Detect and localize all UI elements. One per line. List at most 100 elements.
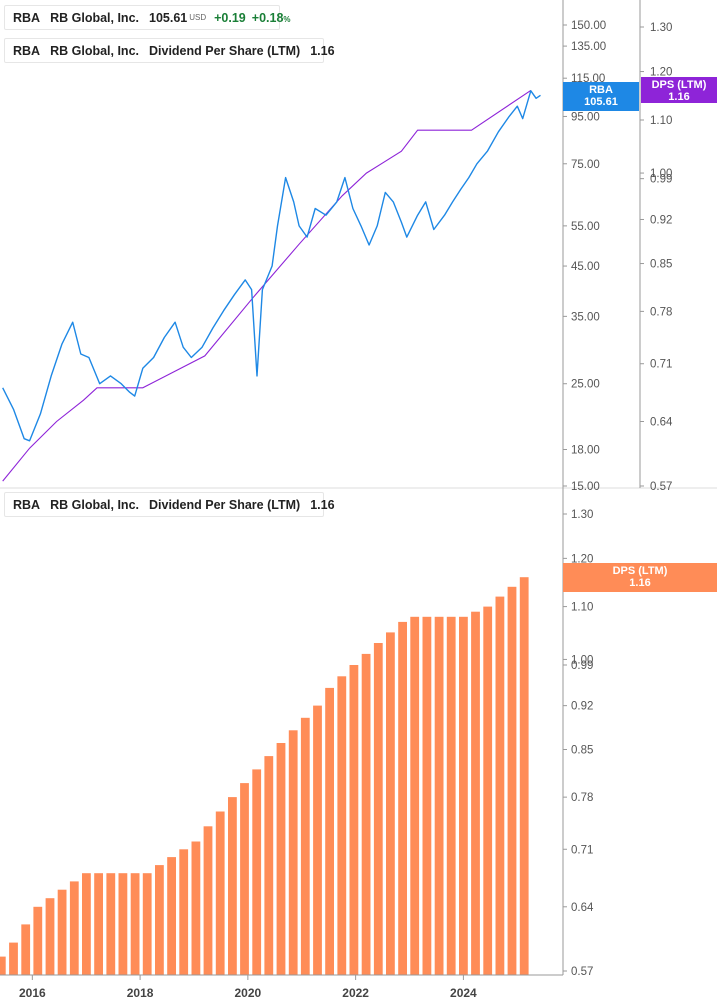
dps-tick-label: 1.20 (650, 67, 672, 79)
dps-bar (155, 865, 164, 975)
change-pct-symbol: % (283, 14, 291, 24)
x-tick-label: 2020 (235, 986, 262, 1000)
dps-bar (57, 889, 67, 975)
dps-legend-metric: Dividend Per Share (LTM) (149, 43, 301, 58)
price-legend[interactable]: RBA RB Global, Inc. 105.61 USD +0.19 +0.… (4, 5, 291, 30)
dps-tick-label: 0.92 (650, 214, 672, 226)
dps-legend[interactable]: RBA RB Global, Inc. Dividend Per Share (… (4, 38, 335, 63)
dps-bar (21, 924, 31, 975)
price-tick-label: 18.00 (571, 444, 600, 456)
dps-bar (264, 756, 274, 975)
price-tick-label: 150.00 (571, 20, 606, 32)
dps-bar (69, 881, 79, 975)
dps-tag: DPS (LTM) 1.16 (641, 77, 717, 103)
dps-bar (434, 616, 444, 975)
dps-bar (373, 643, 383, 975)
price-legend-name: RB Global, Inc. (50, 10, 139, 25)
bar-tick-label: 0.85 (571, 745, 593, 757)
price-legend-currency: USD (189, 13, 207, 22)
price-tick-label: 95.00 (571, 111, 600, 123)
dps-bar (9, 942, 18, 975)
bar-legend-ticker: RBA (13, 497, 41, 512)
dps-bar (288, 730, 298, 975)
bar-tick-label: 0.92 (571, 701, 593, 713)
price-tag-value: 105.61 (584, 96, 618, 108)
dps-bar (252, 769, 262, 975)
bar-tag-value: 1.16 (629, 577, 651, 589)
dps-tick-label: 0.99 (650, 174, 672, 186)
dps-tick-label: 1.10 (650, 115, 672, 127)
dps-bar (519, 577, 529, 975)
bar-tick-label: 0.78 (571, 792, 593, 804)
dps-bar (459, 616, 468, 975)
change-pct-value: +0.18 (251, 10, 284, 25)
dps-bar (228, 797, 237, 975)
dps-bar (398, 621, 407, 975)
dps-tag-value: 1.16 (668, 91, 690, 103)
price-legend-change: +0.19 (214, 10, 246, 25)
dps-series-line (2, 89, 532, 482)
price-series-line (2, 90, 541, 442)
dps-bar (118, 873, 128, 975)
bar-tick-label: 1.10 (571, 602, 593, 614)
dps-tick-label: 1.30 (650, 22, 672, 34)
price-legend-ticker: RBA (13, 10, 41, 25)
dps-bar (300, 717, 310, 975)
bar-tag: DPS (LTM) 1.16 (563, 563, 717, 592)
bar-tick-label: 0.71 (571, 844, 593, 856)
bar-tick-label: 1.00 (571, 654, 593, 666)
dps-bar (337, 676, 347, 975)
dps-bar (495, 596, 505, 975)
x-tick-label: 2018 (127, 986, 154, 1000)
dps-bar (349, 665, 359, 975)
price-tick-label: 45.00 (571, 261, 600, 273)
x-tick-label: 2024 (450, 986, 477, 1000)
price-legend-price: 105.61 (149, 10, 188, 25)
dps-bar (422, 616, 432, 975)
price-tag-label: RBA (589, 84, 613, 96)
dps-bar (106, 873, 116, 975)
x-tick-label: 2022 (342, 986, 369, 1000)
price-tick-label: 135.00 (571, 41, 606, 53)
bar-tick-label: 1.20 (571, 553, 593, 565)
bar-tick-label: 1.30 (571, 509, 593, 521)
dps-bar (313, 705, 322, 975)
dps-legend-value: 1.16 (310, 43, 335, 58)
price-tick-label: 55.00 (571, 221, 600, 233)
dps-tick-label: 0.85 (650, 259, 672, 271)
price-legend-change-pct: +0.18% (252, 11, 291, 25)
dps-bar (276, 743, 286, 975)
bar-tick-label: 0.99 (571, 660, 593, 672)
bar-legend-name: RB Global, Inc. (50, 497, 139, 512)
dps-bar (446, 616, 456, 975)
dps-bar (386, 632, 395, 975)
dps-bar (142, 873, 152, 975)
dps-legend-ticker: RBA (13, 43, 41, 58)
dps-bar (167, 857, 176, 975)
dps-legend-name: RB Global, Inc. (50, 43, 139, 58)
dps-bar (361, 653, 371, 975)
price-tag: RBA 105.61 (563, 82, 639, 111)
dps-bar (203, 826, 213, 975)
dps-bar (33, 906, 43, 975)
dps-bar (0, 956, 6, 975)
price-tick-label: 15.00 (571, 481, 600, 493)
dps-bar (215, 811, 225, 975)
bar-tick-label: 0.64 (571, 902, 594, 914)
dps-bar (179, 849, 189, 975)
dps-tick-label: 1.00 (650, 168, 672, 180)
dps-bar (82, 873, 91, 975)
dps-bar (483, 606, 493, 975)
dps-tick-label: 0.78 (650, 306, 672, 318)
dps-bar (130, 873, 140, 975)
bar-legend-metric: Dividend Per Share (LTM) (149, 497, 301, 512)
price-tick-label: 25.00 (571, 379, 600, 391)
dps-bar (507, 586, 517, 975)
dps-bar (471, 611, 480, 975)
x-tick-label: 2016 (19, 986, 46, 1000)
dps-tick-label: 0.64 (650, 417, 673, 429)
bar-legend[interactable]: RBA RB Global, Inc. Dividend Per Share (… (4, 492, 335, 517)
dps-bar (410, 616, 420, 975)
bar-tag-label: DPS (LTM) (612, 565, 668, 577)
